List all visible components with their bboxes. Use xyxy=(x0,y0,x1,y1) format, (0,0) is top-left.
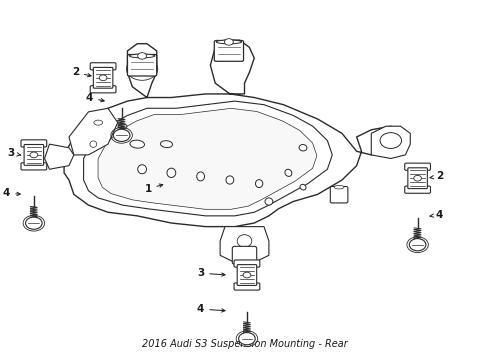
Ellipse shape xyxy=(90,141,97,147)
Text: 2: 2 xyxy=(72,67,91,77)
Circle shape xyxy=(413,175,421,181)
Text: 4: 4 xyxy=(197,304,224,314)
Ellipse shape xyxy=(300,184,305,190)
Circle shape xyxy=(113,129,130,141)
Circle shape xyxy=(99,75,107,81)
Circle shape xyxy=(224,39,233,45)
Polygon shape xyxy=(220,226,268,262)
Ellipse shape xyxy=(166,168,175,177)
FancyBboxPatch shape xyxy=(24,144,43,165)
FancyBboxPatch shape xyxy=(407,168,427,189)
FancyBboxPatch shape xyxy=(234,260,259,267)
Ellipse shape xyxy=(160,141,172,148)
FancyBboxPatch shape xyxy=(404,186,429,193)
Ellipse shape xyxy=(264,198,272,205)
FancyBboxPatch shape xyxy=(214,41,243,61)
Ellipse shape xyxy=(285,169,291,176)
Text: 3: 3 xyxy=(197,268,224,278)
FancyBboxPatch shape xyxy=(234,283,259,290)
FancyBboxPatch shape xyxy=(127,54,157,76)
Circle shape xyxy=(25,217,42,229)
FancyBboxPatch shape xyxy=(90,86,116,93)
Polygon shape xyxy=(64,40,400,226)
Polygon shape xyxy=(44,144,74,169)
FancyBboxPatch shape xyxy=(21,163,47,170)
Circle shape xyxy=(30,152,38,158)
Text: 4: 4 xyxy=(3,188,20,198)
Polygon shape xyxy=(83,101,331,216)
FancyBboxPatch shape xyxy=(21,140,47,147)
Ellipse shape xyxy=(255,180,262,188)
Ellipse shape xyxy=(129,54,155,58)
FancyBboxPatch shape xyxy=(237,265,256,285)
Ellipse shape xyxy=(94,120,102,125)
Ellipse shape xyxy=(225,176,233,184)
Ellipse shape xyxy=(333,185,343,189)
Ellipse shape xyxy=(237,235,251,247)
Text: 2016 Audi S3 Suspension Mounting - Rear: 2016 Audi S3 Suspension Mounting - Rear xyxy=(142,338,346,348)
Polygon shape xyxy=(370,126,409,158)
Circle shape xyxy=(379,133,401,148)
Text: 1: 1 xyxy=(144,184,163,194)
Circle shape xyxy=(243,272,250,278)
Ellipse shape xyxy=(299,144,306,151)
FancyBboxPatch shape xyxy=(232,246,256,264)
Ellipse shape xyxy=(196,172,204,181)
Ellipse shape xyxy=(138,165,146,174)
Polygon shape xyxy=(98,108,316,209)
Ellipse shape xyxy=(130,140,144,148)
Text: 4: 4 xyxy=(429,210,442,220)
Circle shape xyxy=(138,53,146,59)
Text: 2: 2 xyxy=(429,171,442,181)
Text: 3: 3 xyxy=(8,148,20,158)
Text: 4: 4 xyxy=(85,93,104,103)
FancyBboxPatch shape xyxy=(93,67,113,88)
Ellipse shape xyxy=(216,40,241,44)
Circle shape xyxy=(238,333,255,345)
FancyBboxPatch shape xyxy=(404,163,429,170)
FancyBboxPatch shape xyxy=(330,186,347,203)
FancyBboxPatch shape xyxy=(90,63,116,70)
Ellipse shape xyxy=(118,124,127,129)
Polygon shape xyxy=(69,108,118,155)
Circle shape xyxy=(408,239,425,251)
